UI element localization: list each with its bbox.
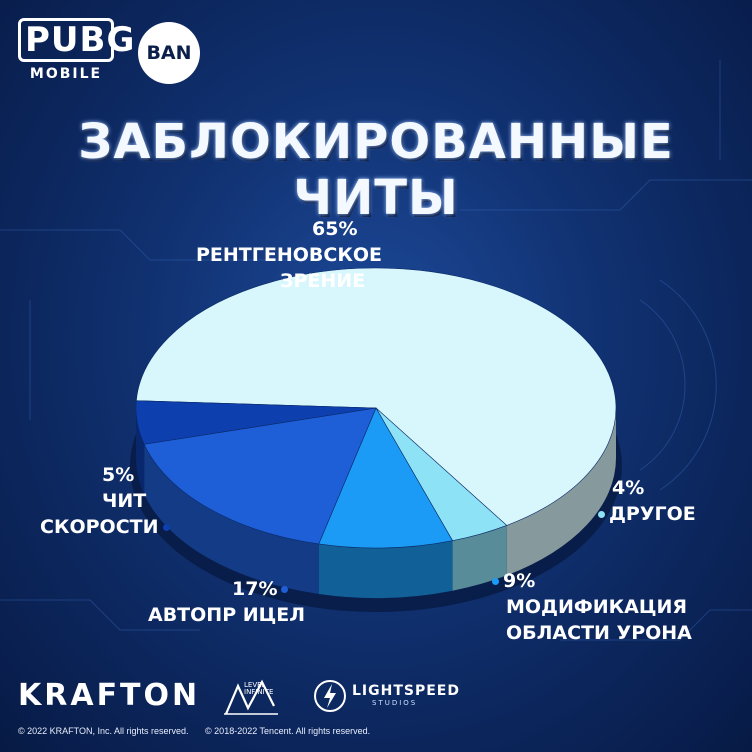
pie-side-2-0: [318, 540, 453, 598]
pie-side-0-0: [506, 408, 616, 576]
label-other-dot: [598, 511, 605, 518]
label-damage-line2: ОБЛАСТИ УРОНА: [506, 622, 692, 644]
pubg-mobile-logo: PUBG MOBILE: [18, 18, 134, 88]
label-xray-line2: ЗРЕНИЕ: [280, 270, 366, 292]
label-other: 4% ДРУГОЕ: [598, 475, 696, 527]
krafton-logo: KRAFTON: [18, 678, 201, 713]
label-damage-pct: 9%: [503, 570, 536, 592]
label-speed-pct: 5%: [102, 464, 135, 486]
lightspeed-icon: [314, 680, 346, 712]
level-infinite-icon: [224, 679, 278, 715]
label-aimbot-dot: [281, 586, 289, 593]
label-xray: 65% РЕНТГЕНОВСКОЕ ЗРЕНИЕ: [196, 216, 382, 294]
pie-slice-2: [318, 407, 454, 549]
label-damage-line1: МОДИФИКАЦИЯ: [506, 596, 688, 618]
label-aimbot-pct: 17%: [232, 578, 278, 600]
ban-badge: BAN: [138, 22, 200, 84]
label-xray-pct: 65%: [312, 218, 358, 240]
label-speed-line1: ЧИТ: [102, 490, 147, 512]
lightspeed-sub: STUDIOS: [372, 699, 418, 707]
logo-subtitle: MOBILE: [29, 66, 103, 82]
label-xray-dot: [369, 278, 377, 285]
page-title: ЗАБЛОКИРОВАННЫЕ ЧИТЫ: [78, 114, 674, 226]
copyright-tencent: © 2018-2022 Tencent. All rights reserved…: [205, 726, 371, 736]
pie-slice-0: [136, 267, 617, 526]
label-damage-dot: [492, 578, 499, 585]
label-damage: 9% МОДИФИКАЦИЯ ОБЛАСТИ УРОНА: [492, 568, 692, 646]
copyright: © 2022 KRAFTON, Inc. All rights reserved…: [18, 726, 384, 736]
copyright-krafton: © 2022 KRAFTON, Inc. All rights reserved…: [18, 726, 189, 736]
pie-side-1-0: [452, 525, 507, 591]
label-speed-line2: СКОРОСТИ: [40, 516, 159, 538]
lightspeed-name: LIGHTSPEED: [352, 683, 460, 699]
label-other-pct: 4%: [612, 477, 645, 499]
label-speed-dot: [162, 524, 170, 531]
pie-side-4-0: [136, 408, 145, 495]
pie-side-3-0: [144, 444, 319, 594]
label-speed: 5% ЧИТ СКОРОСТИ: [40, 462, 174, 540]
pie-slice-4: [135, 400, 377, 445]
level-infinite-logo: LEVEL INFINITE: [222, 676, 282, 718]
label-aimbot: 17% АВТОПР ИЦЕЛ: [148, 576, 305, 628]
label-xray-line1: РЕНТГЕНОВСКОЕ: [196, 244, 382, 266]
label-aimbot-line1: АВТОПР ИЦЕЛ: [148, 604, 306, 626]
level-infinite-text: LEVEL INFINITE: [244, 681, 274, 696]
pie-slice-3: [143, 407, 377, 545]
label-other-line1: ДРУГОЕ: [609, 503, 696, 525]
logo-word: PUBG: [18, 18, 134, 62]
